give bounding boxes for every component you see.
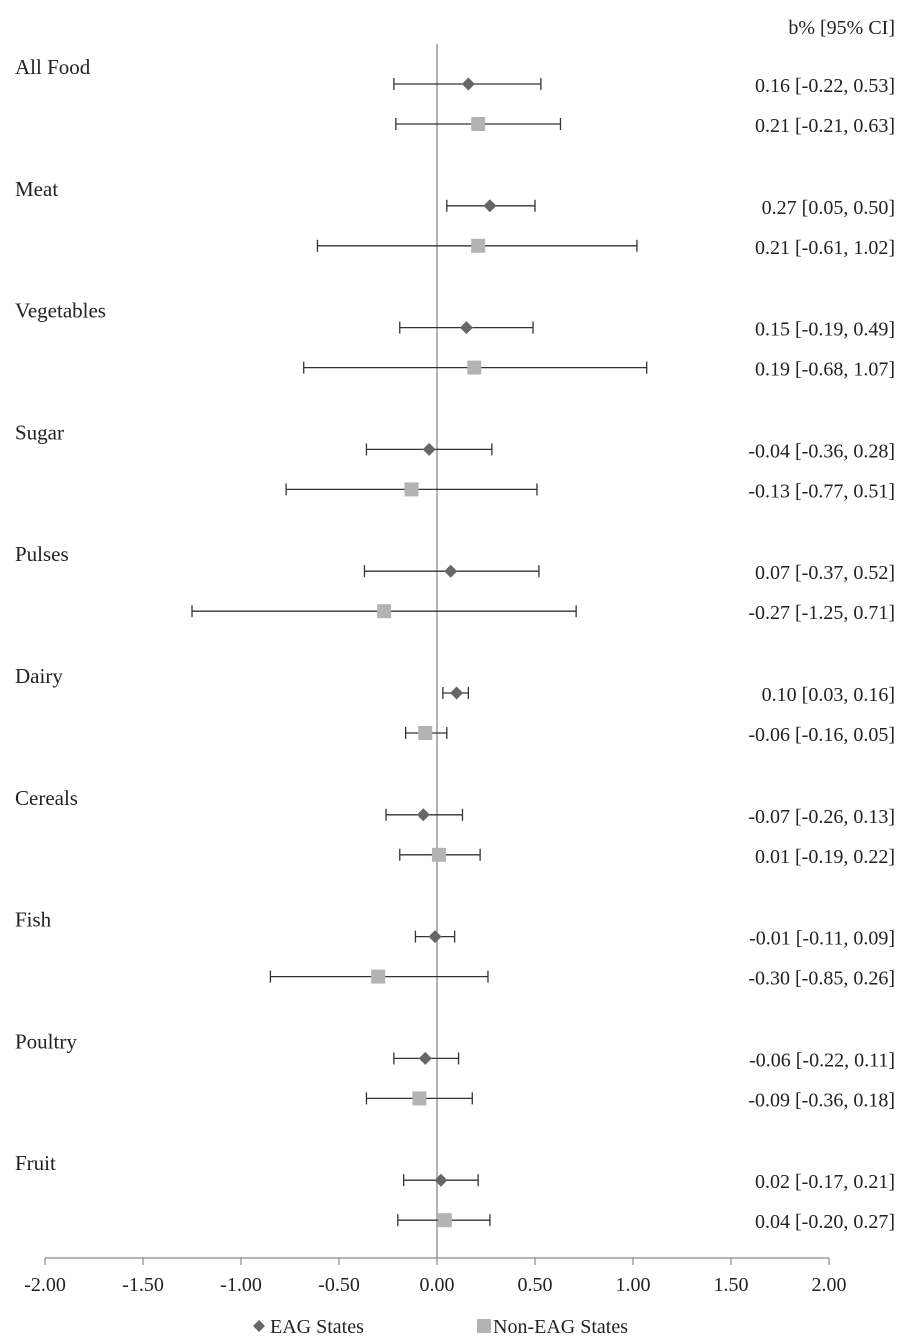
category-label: Cereals (15, 786, 78, 810)
x-tick-label: -1.00 (220, 1274, 262, 1296)
eag-ci-text: 0.16 [-0.22, 0.53] (755, 75, 895, 97)
non-eag-ci-text: 0.04 [-0.20, 0.27] (755, 1211, 895, 1233)
legend-eag-marker (253, 1320, 265, 1332)
eag-estimate-marker (459, 321, 473, 335)
eag-ci-text: -0.06 [-0.22, 0.11] (749, 1049, 895, 1071)
ci-text-column: b% [95% CI] 0.16 [-0.22, 0.53] 0.27 [0.05… (748, 17, 895, 1233)
x-tick-label: -2.00 (24, 1274, 66, 1296)
confidence-intervals (191, 78, 648, 1227)
non-eag-ci-text: 0.21 [-0.61, 1.02] (755, 237, 895, 259)
x-tick-label: -0.50 (318, 1274, 360, 1296)
non-eag-estimate-marker (377, 604, 392, 619)
eag-estimate-marker (461, 77, 475, 91)
eag-estimate-marker (416, 808, 430, 822)
eag-ci-text: -0.07 [-0.26, 0.13] (748, 806, 895, 828)
non-eag-ci-text: -0.30 [-0.85, 0.26] (748, 968, 895, 990)
non-eag-ci-text: 0.01 [-0.19, 0.22] (755, 846, 895, 868)
x-tick-label: 0.50 (518, 1274, 553, 1296)
eag-estimate-marker (483, 199, 497, 213)
non-eag-estimate-marker (431, 847, 446, 862)
eag-estimate-marker (418, 1051, 432, 1065)
eag-ci-text: 0.27 [0.05, 0.50] (762, 197, 895, 219)
non-eag-estimate-marker (418, 726, 433, 740)
category-label: Dairy (15, 664, 63, 688)
category-label: Vegetables (15, 299, 106, 323)
non-eag-estimate-marker (404, 482, 419, 497)
non-eag-estimate-marker (437, 1213, 452, 1228)
eag-ci-text: 0.07 [-0.37, 0.52] (755, 562, 895, 584)
legend-non-eag-marker (477, 1319, 491, 1333)
x-tick-label: 2.00 (812, 1274, 847, 1296)
eag-ci-text: -0.01 [-0.11, 0.09] (749, 928, 895, 950)
eag-estimate-marker (428, 930, 442, 944)
eag-ci-text: 0.10 [0.03, 0.16] (762, 684, 895, 706)
non-eag-ci-text: -0.09 [-0.36, 0.18] (748, 1089, 895, 1111)
x-tick-label: 1.00 (616, 1274, 651, 1296)
non-eag-ci-text: 0.21 [-0.21, 0.63] (755, 115, 895, 137)
non-eag-estimate-marker (371, 969, 386, 984)
non-eag-estimate-marker (467, 360, 482, 375)
eag-estimate-marker (450, 686, 464, 700)
non-eag-ci-text: -0.13 [-0.77, 0.51] (748, 480, 895, 502)
ci-column-header: b% [95% CI] (788, 17, 895, 39)
point-estimates (371, 77, 497, 1228)
eag-ci-text: 0.02 [-0.17, 0.21] (755, 1171, 895, 1193)
non-eag-ci-text: 0.19 [-0.68, 1.07] (755, 359, 895, 381)
category-label: Fish (15, 908, 52, 932)
category-label: Sugar (15, 420, 64, 444)
eag-estimate-marker (434, 1173, 448, 1187)
x-tick-label: 1.50 (714, 1274, 749, 1296)
x-axis: -2.00 -1.50 -1.00 -0.50 0.00 0.50 1.00 1.50 2.00 (24, 1257, 847, 1296)
category-label: Meat (15, 177, 58, 201)
legend-non-eag-label: Non-EAG States (493, 1316, 628, 1337)
category-label: Pulses (15, 542, 69, 566)
non-eag-ci-text: -0.27 [-1.25, 0.71] (748, 602, 895, 624)
non-eag-ci-text: -0.06 [-0.16, 0.05] (748, 724, 895, 746)
legend: EAG States Non-EAG States (253, 1316, 628, 1337)
x-tick-label: -1.50 (122, 1274, 164, 1296)
eag-estimate-marker (444, 564, 458, 578)
non-eag-estimate-marker (471, 238, 486, 253)
category-label: Poultry (15, 1029, 77, 1053)
non-eag-estimate-marker (412, 1091, 427, 1106)
eag-ci-text: -0.04 [-0.36, 0.28] (748, 440, 895, 462)
category-label: All Food (15, 55, 91, 79)
eag-estimate-marker (422, 442, 436, 456)
non-eag-estimate-marker (471, 117, 486, 131)
eag-ci-text: 0.15 [-0.19, 0.49] (755, 319, 895, 341)
x-tick-label: 0.00 (420, 1274, 455, 1296)
category-label: Fruit (15, 1151, 56, 1175)
legend-eag-label: EAG States (270, 1316, 364, 1337)
category-labels: All Food Meat Vegetables Sugar Pulses Dairy Ce… (15, 55, 106, 1175)
